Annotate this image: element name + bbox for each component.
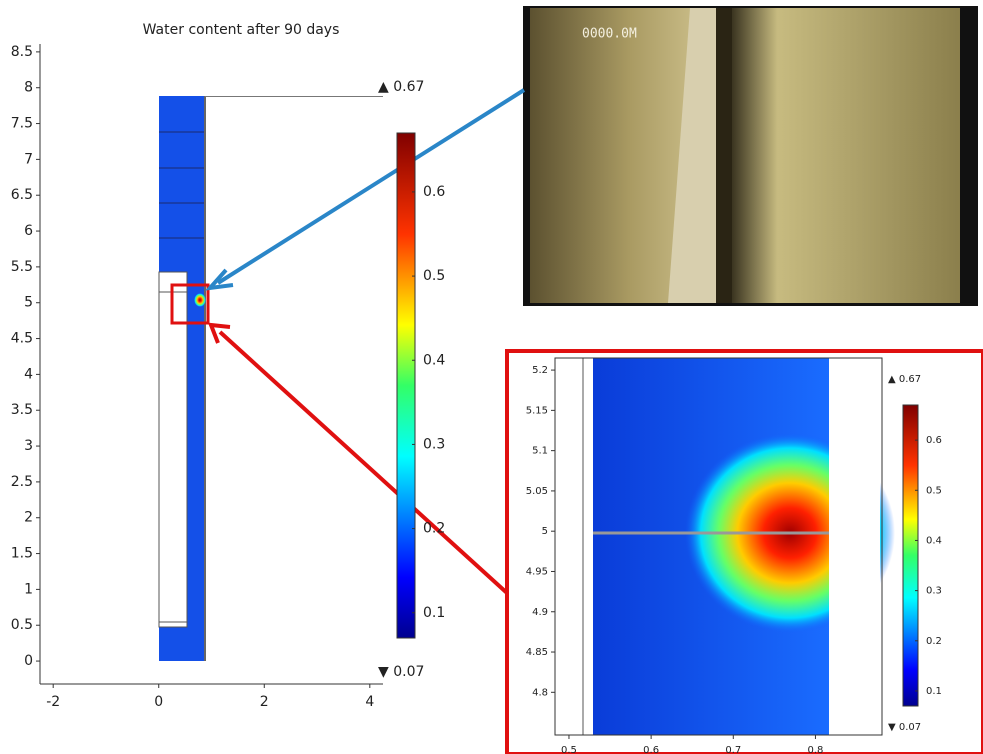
y-tick-label: 5.2 [532, 365, 548, 376]
photo-overlay: 0000.0M [582, 27, 637, 42]
colorbar-min-label: ▼ 0.07 [888, 722, 921, 733]
y-tick-label: 2 [24, 510, 33, 526]
x-tick-label: 0.7 [725, 745, 741, 754]
y-tick-label: 4 [24, 366, 33, 382]
colorbar-tick-label: 0.5 [926, 485, 942, 496]
main-geometry [158, 96, 383, 661]
y-tick-label: 6 [24, 223, 33, 239]
charts: Water content after 90 days 0 0.5 1 1.5 2 2.5 3… [11, 22, 942, 754]
y-tick-label: 4.8 [532, 687, 548, 698]
y-tick-label: 0.5 [11, 617, 33, 633]
y-tick-label: 5 [542, 526, 548, 537]
colorbar-tick-label: 0.6 [423, 184, 445, 200]
y-tick-label: 8 [24, 80, 33, 96]
colorbar-min-label: ▼ 0.07 [378, 664, 424, 680]
colorbar-tick-label: 0.1 [926, 686, 942, 697]
y-tick-label: 5.05 [526, 486, 548, 497]
y-tick-label: 5 [24, 295, 33, 311]
y-tick-label: 8.5 [11, 44, 33, 60]
y-tick-label: 5.5 [11, 259, 33, 275]
y-tick-label: 4.85 [526, 647, 548, 658]
x-tick-label: 2 [260, 694, 269, 710]
colorbar-tick-label: 0.2 [423, 521, 445, 537]
y-tick-label: 5.1 [532, 446, 548, 457]
y-tick-label: 3 [24, 438, 33, 454]
y-tick-label: 6.5 [11, 187, 33, 203]
colorbar-tick-label: 0.1 [423, 605, 445, 621]
y-tick-label: 0 [24, 653, 33, 669]
y-tick-label: 7.5 [11, 116, 33, 132]
y-tick-label: 1.5 [11, 546, 33, 562]
y-tick-label: 4.95 [526, 566, 548, 577]
y-tick-label: 5.15 [526, 405, 548, 416]
borehole-photo: 0000.0M [523, 6, 978, 306]
colorbar-tick-label: 0.4 [423, 352, 445, 368]
x-tick-label: -2 [46, 694, 60, 710]
y-tick-label: 4.9 [532, 607, 548, 618]
y-tick-label: 1 [24, 581, 33, 597]
colorbar [902, 404, 919, 707]
colorbar-tick-label: 0.6 [926, 435, 942, 446]
y-tick-label: 4.5 [11, 331, 33, 347]
y-tick-label: 2.5 [11, 474, 33, 490]
chart-title: Water content after 90 days [143, 22, 340, 38]
x-tick-label: 4 [365, 694, 374, 710]
colorbar-tick-label: 0.3 [926, 586, 942, 597]
x-tick-label: 0.5 [561, 745, 577, 754]
colorbar-tick-label: 0.3 [423, 436, 445, 452]
colorbar-tick-label: 0.2 [926, 636, 942, 647]
x-tick-label: 0 [154, 694, 163, 710]
y-tick-label: 3.5 [11, 402, 33, 418]
y-tick-label: 7 [24, 151, 33, 167]
x-tick-label: 0.6 [643, 745, 659, 754]
zoom-geometry [505, 349, 983, 754]
colorbar-max-label: ▲ 0.67 [888, 374, 921, 385]
colorbar-max-label: ▲ 0.67 [378, 79, 424, 95]
plot-frame [554, 357, 883, 736]
x-tick-label: 0.8 [807, 745, 823, 754]
colorbar-tick-label: 0.4 [926, 535, 942, 546]
colorbar [396, 132, 416, 639]
arrows [204, 88, 526, 595]
colorbar-tick-label: 0.5 [423, 268, 445, 284]
